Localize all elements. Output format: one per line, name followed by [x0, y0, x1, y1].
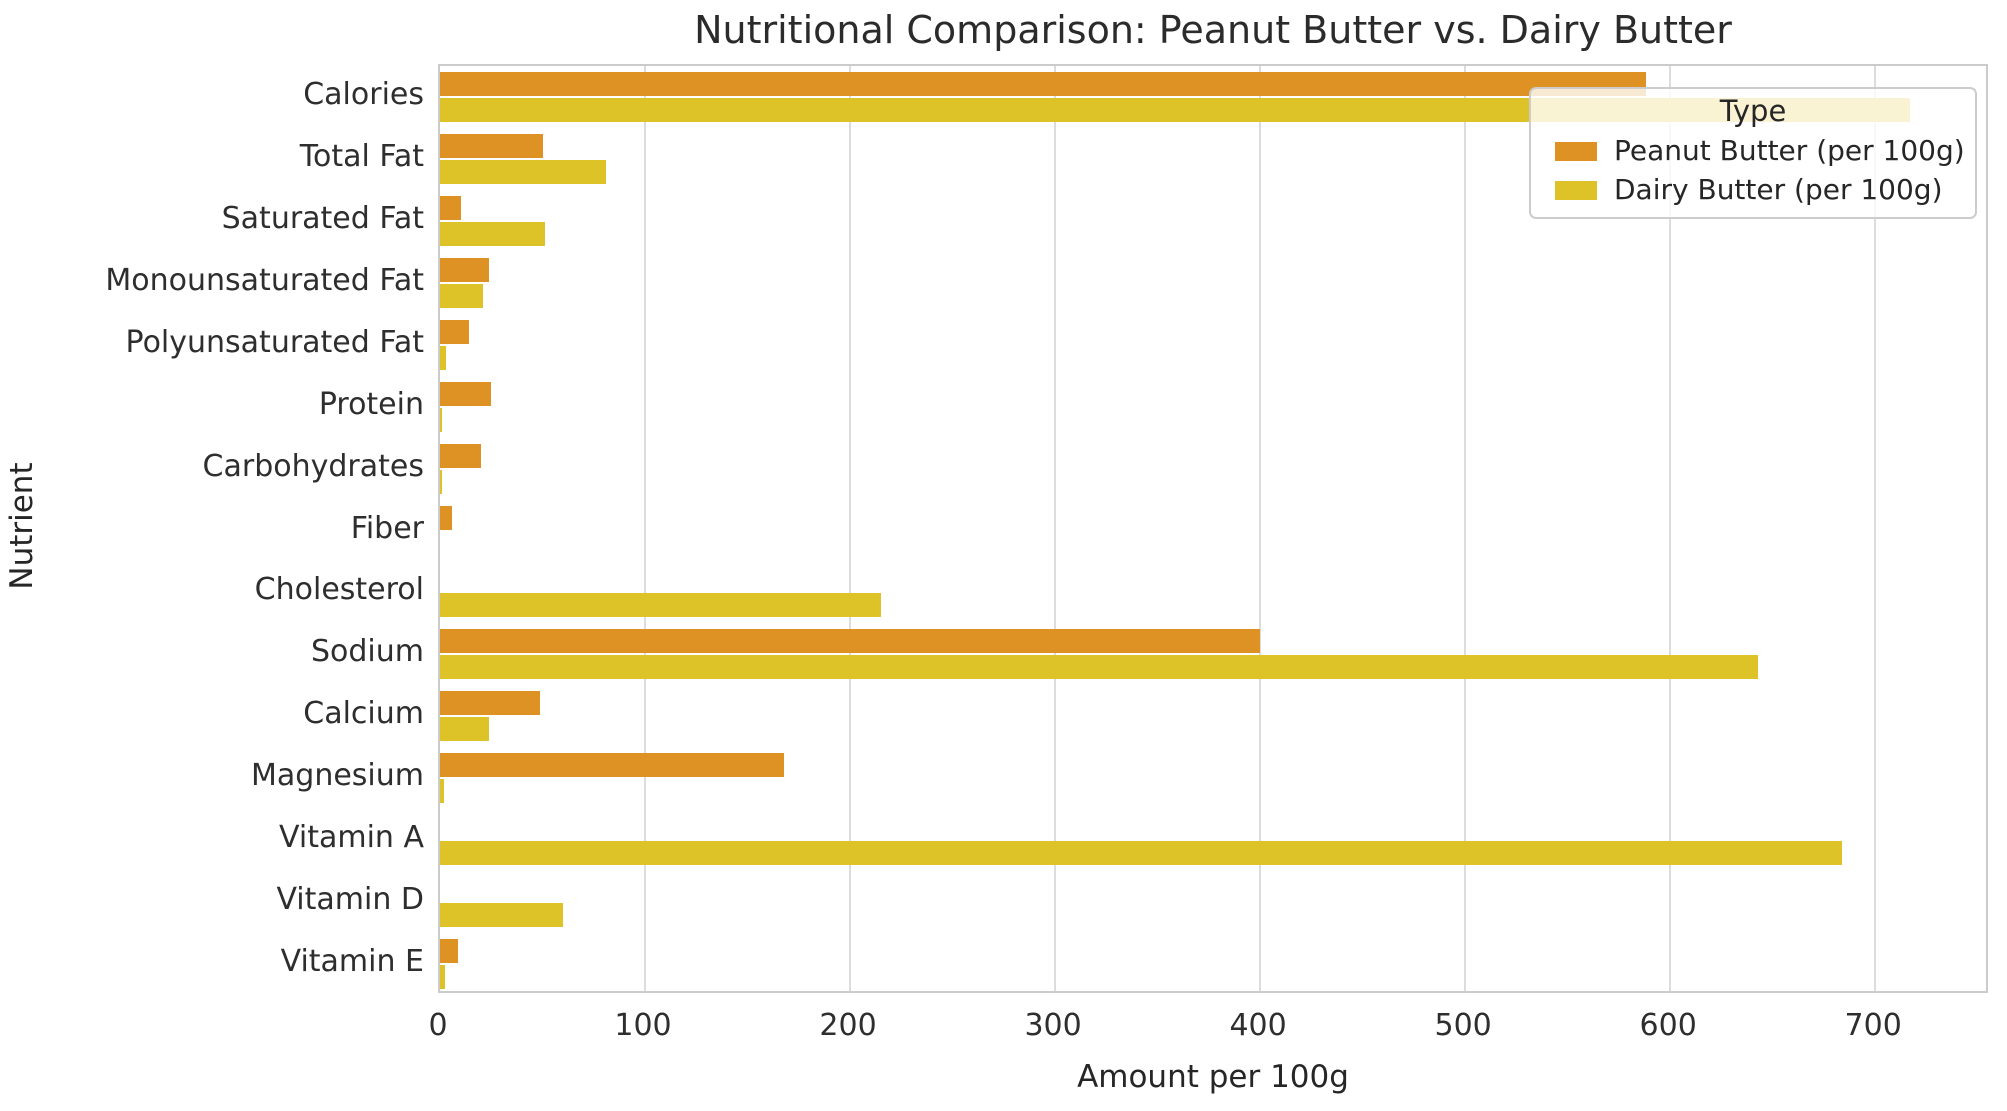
legend-entry-peanut-butter: Peanut Butter (per 100g): [1555, 135, 1975, 167]
bar-protein-peanut-butter: [440, 381, 492, 406]
y-tick-total-fat: Total Fat: [299, 138, 424, 174]
gridline-100: [644, 66, 647, 991]
y-tick-sodium: Sodium: [310, 634, 424, 670]
bar-saturated-fat-dairy-butter: [440, 221, 545, 246]
bar-calcium-peanut-butter: [440, 691, 541, 716]
x-tick-300: 300: [1024, 1008, 1082, 1043]
legend-swatch-peanut-butter: [1555, 141, 1597, 161]
bar-monounsaturated-fat-peanut-butter: [440, 257, 490, 282]
x-tick-600: 600: [1639, 1008, 1697, 1043]
legend-label: Peanut Butter (per 100g): [1614, 134, 1965, 168]
legend-swatch-dairy-butter: [1555, 180, 1597, 200]
bar-calcium-dairy-butter: [440, 717, 490, 742]
y-tick-calcium: Calcium: [303, 696, 424, 732]
chart-title: Nutritional Comparison: Peanut Butter vs…: [694, 8, 1732, 52]
legend-label: Dairy Butter (per 100g): [1614, 173, 1943, 207]
bar-vitamin-d-dairy-butter: [440, 903, 564, 928]
bar-monounsaturated-fat-dairy-butter: [440, 283, 484, 308]
y-axis-title: Nutrient: [4, 462, 40, 590]
y-tick-saturated-fat: Saturated Fat: [221, 200, 424, 236]
bar-magnesium-peanut-butter: [440, 753, 785, 778]
y-tick-cholesterol: Cholesterol: [254, 572, 424, 608]
gridline-200: [849, 66, 852, 991]
y-tick-carbohydrates: Carbohydrates: [202, 448, 424, 484]
legend-entries: Peanut Butter (per 100g) Dairy Butter (pe…: [1531, 135, 1975, 206]
y-tick-vitamin-d: Vitamin D: [276, 882, 424, 918]
bar-total-fat-peanut-butter: [440, 133, 543, 158]
x-tick-200: 200: [819, 1008, 877, 1043]
gridline-500: [1464, 66, 1467, 991]
y-tick-magnesium: Magnesium: [251, 758, 424, 794]
legend-title: Type: [1719, 94, 1787, 128]
bar-total-fat-dairy-butter: [440, 159, 607, 184]
bar-sodium-peanut-butter: [440, 629, 1261, 654]
bar-calories-peanut-butter: [440, 71, 1646, 96]
bar-vitamin-e-peanut-butter: [440, 939, 459, 964]
bar-magnesium-dairy-butter: [440, 779, 445, 804]
bar-vitamin-a-dairy-butter: [440, 841, 1843, 866]
bar-polyunsaturated-fat-peanut-butter: [440, 319, 469, 344]
legend-entry-dairy-butter: Dairy Butter (per 100g): [1555, 174, 1975, 206]
y-tick-vitamin-a: Vitamin A: [279, 820, 424, 856]
bar-protein-dairy-butter: [440, 407, 442, 432]
gridline-700: [1874, 66, 1877, 991]
gridline-400: [1259, 66, 1262, 991]
x-tick-700: 700: [1844, 1008, 1902, 1043]
x-axis-title: Amount per 100g: [1077, 1059, 1349, 1095]
x-tick-100: 100: [614, 1008, 672, 1043]
gridline-600: [1669, 66, 1672, 991]
plot-area: Type Peanut Butter (per 100g) Dairy Butte…: [438, 64, 1988, 993]
y-tick-polyunsaturated-fat: Polyunsaturated Fat: [125, 324, 424, 360]
x-tick-400: 400: [1229, 1008, 1287, 1043]
y-tick-monounsaturated-fat: Monounsaturated Fat: [105, 262, 424, 298]
bar-sodium-dairy-butter: [440, 655, 1759, 680]
bar-fiber-peanut-butter: [440, 505, 453, 530]
bar-vitamin-e-dairy-butter: [440, 965, 445, 990]
bar-carbohydrates-dairy-butter: [440, 469, 442, 494]
y-tick-fiber: Fiber: [350, 510, 424, 546]
bar-saturated-fat-peanut-butter: [440, 195, 461, 220]
bar-polyunsaturated-fat-dairy-butter: [440, 345, 447, 370]
y-tick-protein: Protein: [318, 386, 424, 422]
legend: Type Peanut Butter (per 100g) Dairy Butte…: [1529, 87, 1977, 219]
gridline-300: [1054, 66, 1057, 991]
bar-cholesterol-dairy-butter: [440, 593, 881, 618]
x-tick-0: 0: [428, 1008, 448, 1043]
y-tick-calories: Calories: [303, 76, 424, 112]
y-tick-vitamin-e: Vitamin E: [280, 944, 424, 980]
x-tick-500: 500: [1434, 1008, 1492, 1043]
bar-carbohydrates-peanut-butter: [440, 443, 481, 468]
